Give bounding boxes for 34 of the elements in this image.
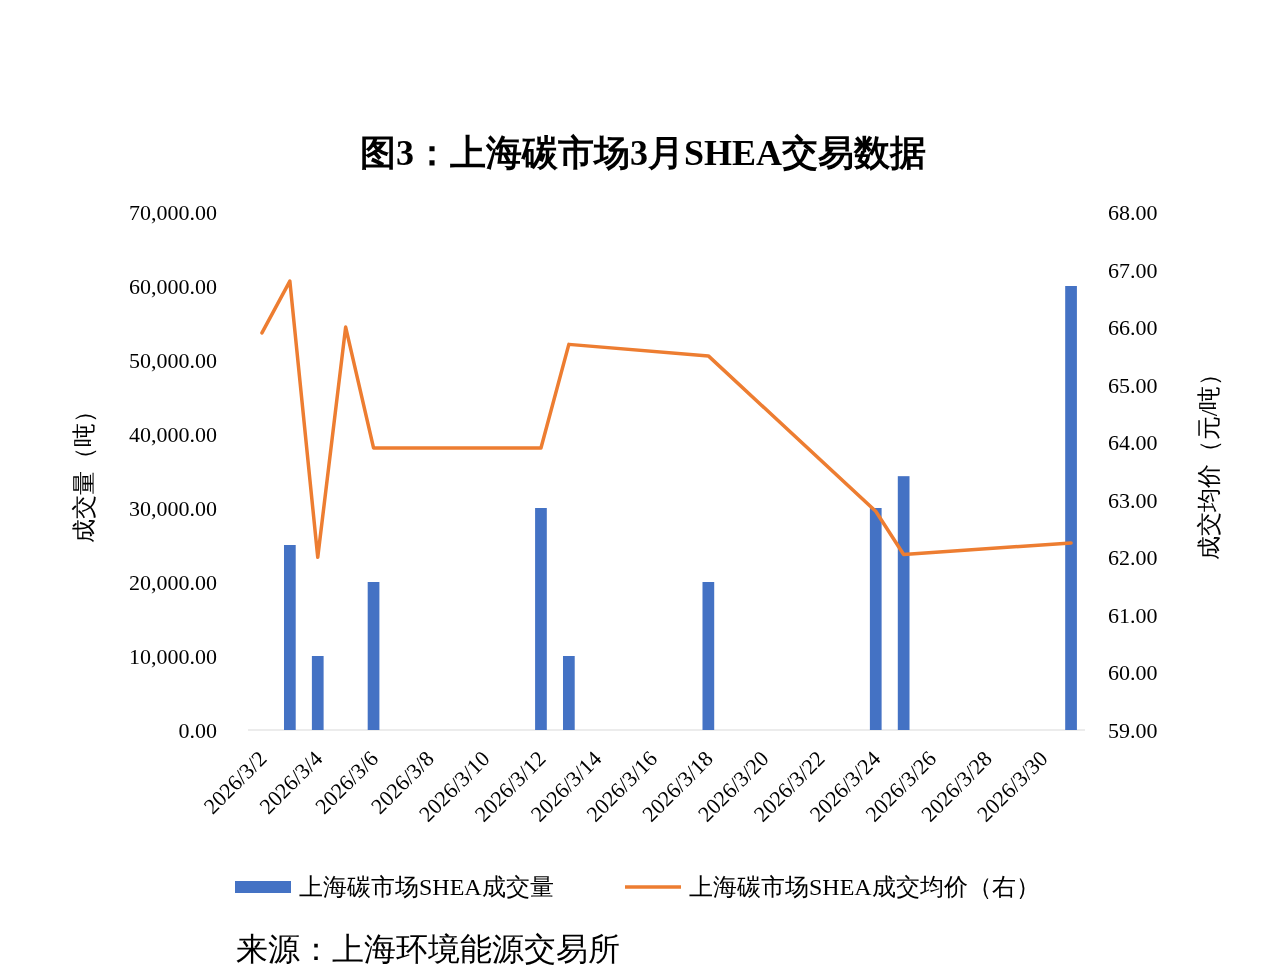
y-tick-label: 60,000.00 [129, 274, 217, 299]
y2-tick-label: 60.00 [1108, 660, 1158, 686]
y2-tick-label: 65.00 [1108, 372, 1158, 398]
y2-tick-label: 63.00 [1108, 487, 1158, 513]
y-tick-label: 30,000.00 [129, 496, 217, 521]
chart-title: 图3：上海碳市场3月SHEA交易数据 [359, 133, 927, 173]
y2-tick-label: 62.00 [1108, 545, 1158, 571]
y2-tick-label: 59.00 [1108, 718, 1158, 743]
line-series [260, 279, 1073, 560]
y-tick-label: 20,000.00 [129, 570, 217, 595]
y2-tick-label: 66.00 [1108, 315, 1158, 341]
y-tick-label: 50,000.00 [129, 348, 217, 373]
legend-label: 上海碳市场SHEA成交均价（右） [689, 874, 1040, 900]
bar [897, 476, 910, 730]
bar [367, 582, 380, 730]
y-tick-label: 40,000.00 [129, 422, 217, 447]
bar [311, 656, 324, 730]
y-tick-label: 70,000.00 [129, 200, 217, 225]
y-axis-title: 成交量（吨） [71, 399, 97, 543]
bar [535, 508, 547, 730]
y2-tick-label: 68.00 [1108, 200, 1158, 225]
y2-axis-title: 成交均价（元/吨） [1196, 361, 1222, 561]
y2-tick-label: 67.00 [1108, 257, 1158, 283]
bar [1065, 286, 1077, 730]
source-note: 来源：上海环境能源交易所 [236, 931, 620, 967]
y-tick-label: 10,000.00 [129, 644, 217, 669]
y2-tick-label: 64.00 [1108, 430, 1158, 456]
y-tick-label: 0.00 [178, 718, 217, 743]
bar [869, 508, 882, 730]
bar [702, 582, 715, 730]
legend-label: 上海碳市场SHEA成交量 [299, 874, 554, 900]
bar [562, 656, 575, 730]
y2-tick-label: 61.00 [1108, 602, 1158, 628]
bar [283, 545, 296, 730]
